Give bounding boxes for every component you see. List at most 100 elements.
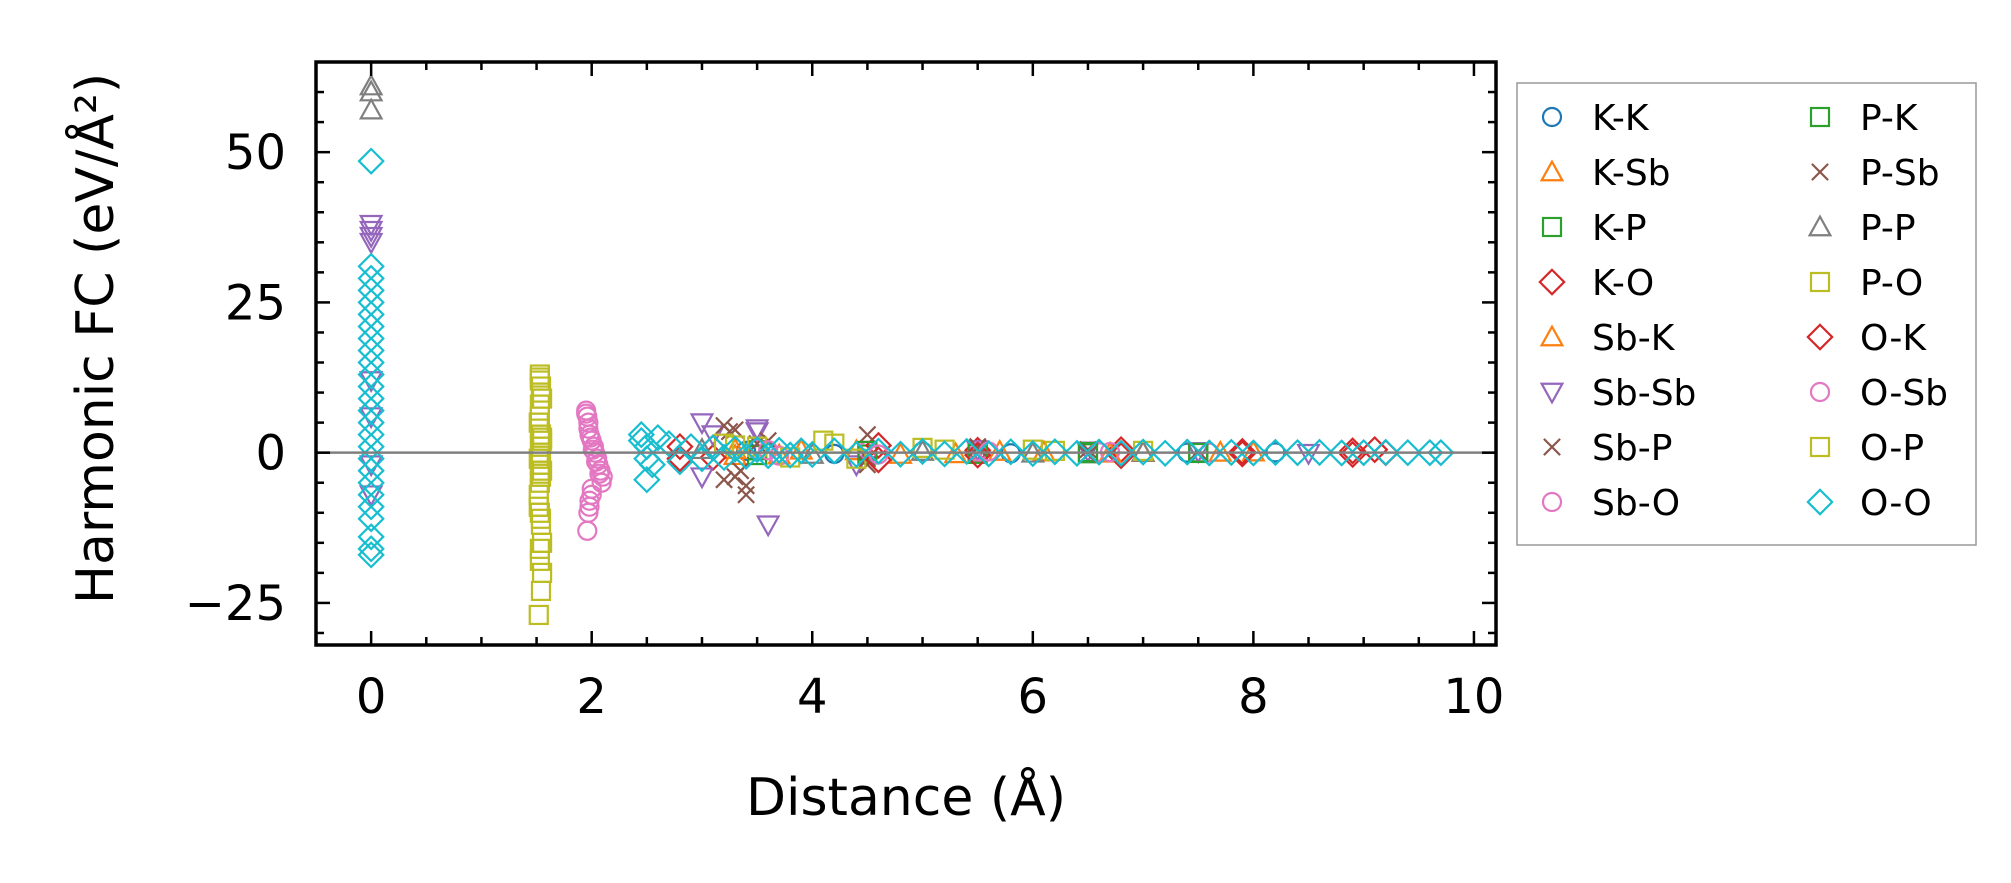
y-tick-label: 25 <box>225 275 286 331</box>
data-point <box>744 419 770 442</box>
legend-label: P-O <box>1860 263 1923 304</box>
data-point <box>755 515 781 538</box>
data-point <box>530 382 552 403</box>
data-point <box>589 463 610 484</box>
plot-area-frame <box>314 60 1498 647</box>
data-point <box>776 441 804 469</box>
y-tick-label: 50 <box>225 125 286 181</box>
legend-label: P-K <box>1860 98 1919 139</box>
data-point <box>1305 438 1334 467</box>
data-point <box>530 514 552 535</box>
data-point <box>666 432 694 461</box>
data-point <box>858 425 877 444</box>
legend-item: O-K <box>1806 318 1927 359</box>
legend-item: Sb-K <box>1539 318 1676 359</box>
data-point <box>737 476 755 495</box>
data-point <box>358 232 384 255</box>
legend-marker <box>1539 382 1565 405</box>
data-point <box>529 406 550 427</box>
legend-item: O-O <box>1806 483 1932 524</box>
data-point <box>798 440 826 469</box>
data-point <box>357 493 385 521</box>
data-point <box>1261 438 1290 467</box>
data-point <box>531 562 553 583</box>
data-point <box>1063 439 1091 467</box>
data-point <box>578 418 599 439</box>
data-point <box>1283 438 1312 467</box>
data-point <box>930 440 959 468</box>
data-point <box>842 440 871 469</box>
legend-marker <box>1806 488 1834 516</box>
data-point <box>530 580 552 602</box>
data-point <box>1129 438 1157 466</box>
legend-item: O-Sb <box>1809 373 1948 414</box>
legend-marker <box>1539 159 1565 182</box>
data-point <box>357 541 385 569</box>
x-axis-title: Distance (Å) <box>746 766 1066 828</box>
x-tick-label: 8 <box>1238 669 1269 725</box>
series-p-o <box>528 364 1154 626</box>
data-point <box>908 437 937 466</box>
legend-label: P-Sb <box>1860 153 1940 194</box>
legend-marker <box>1811 163 1829 181</box>
data-point <box>963 441 992 469</box>
x-tick-label: 2 <box>576 669 607 725</box>
series-o-o <box>357 147 1455 569</box>
data-point <box>769 445 790 466</box>
legend-label: O-Sb <box>1860 373 1948 414</box>
data-point <box>1173 438 1201 466</box>
legend-item: Sb-O <box>1541 483 1680 524</box>
data-point <box>1208 439 1233 462</box>
legend-label: K-Sb <box>1592 153 1671 194</box>
data-point <box>1327 439 1356 467</box>
legend-label: K-K <box>1592 98 1650 139</box>
data-point <box>858 455 877 474</box>
data-point <box>530 508 552 529</box>
data-point <box>715 470 733 489</box>
legend-marker <box>1541 216 1563 238</box>
data-point <box>627 420 656 449</box>
data-point <box>744 422 770 445</box>
legend: K-K K-Sb K-P K-O Sb-K Sb-Sb Sb-P Sb-O P-K P-Sb P-P… <box>1516 82 1977 546</box>
data-point <box>975 440 1003 468</box>
data-point <box>529 538 550 559</box>
data-point <box>1241 439 1266 462</box>
data-point <box>358 226 384 249</box>
legend-marker <box>1539 324 1565 347</box>
legend-marker <box>1809 436 1831 458</box>
legend-label: O-O <box>1860 483 1932 524</box>
legend-marker <box>1541 106 1563 128</box>
data-point <box>731 461 750 480</box>
data-point <box>1372 438 1400 467</box>
data-point <box>1239 439 1268 467</box>
data-point <box>721 435 749 463</box>
legend-marker <box>1809 381 1831 403</box>
legend-item: K-O <box>1538 263 1654 304</box>
x-tick-label: 10 <box>1443 669 1504 725</box>
data-point <box>531 460 553 481</box>
data-point <box>689 413 715 436</box>
data-point <box>358 73 384 96</box>
data-point <box>1019 439 1047 468</box>
data-point <box>357 147 385 175</box>
axis-tick-labels: 0 2 4 6 8 10 −25 0 25 50 <box>185 125 1505 725</box>
x-tick-label: 4 <box>797 669 828 725</box>
data-point <box>357 505 385 533</box>
data-point <box>820 437 849 465</box>
axis-ticks <box>316 62 1496 645</box>
data-point <box>577 520 598 541</box>
legend-marker <box>1538 268 1566 296</box>
legend-marker <box>1806 323 1834 351</box>
chart-marks <box>357 73 1455 626</box>
data-point <box>358 485 384 508</box>
data-point <box>579 496 600 517</box>
legend-label: K-P <box>1592 208 1647 249</box>
data-point <box>1416 438 1444 467</box>
legend-marker <box>1541 491 1563 513</box>
legend-label: O-P <box>1860 428 1924 469</box>
data-point <box>737 485 755 504</box>
data-point <box>528 484 549 505</box>
legend-item: P-O <box>1809 263 1923 304</box>
data-point <box>357 535 385 563</box>
